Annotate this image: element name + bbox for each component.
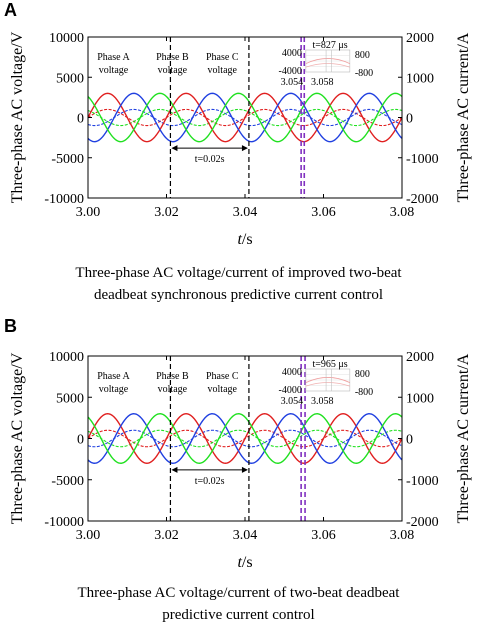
panel-b-y-left-tick-label-2: 0 (77, 433, 84, 448)
panel-b-inset-label-right-top: 800 (355, 369, 370, 380)
panel-a-caption-line-2: deadbeat synchronous predictive current … (93, 287, 384, 303)
panel-a-y-left-tick-label-2: 0 (77, 112, 84, 127)
panel-b-y-left-tick-label-1: 5000 (56, 391, 84, 406)
panel-a-y-right-tick-label-3: -1000 (406, 152, 439, 167)
panel-b-x-tick-label-1: 3.02 (154, 528, 179, 543)
panel-a-phase-label-1-line-1: Phase B (156, 52, 189, 63)
panel-b-y-right-axis-title: Three-phase AC current/A (455, 353, 472, 523)
panel-b-y-right-tick-label-3: -1000 (406, 474, 439, 489)
panel-b-period-label: t=0.02s (195, 476, 225, 487)
panel-a-phase-label-2-line-1: Phase C (206, 52, 239, 63)
panel-a-period-label: t=0.02s (195, 154, 225, 165)
panel-b-y-right-tick-label-4: -2000 (406, 515, 439, 530)
panel-a-inset-label-x-end: 3.058 (311, 77, 334, 88)
panel-b-phase-label-0-line-1: Phase A (97, 371, 130, 382)
panel-b-period-arrowhead-right (241, 466, 248, 473)
panel-b-period-label-bg (186, 472, 233, 487)
panel-a-inset-label-right-bottom: -800 (355, 68, 373, 79)
panel-a-x-tick-label-3: 3.06 (311, 205, 336, 220)
panel-b-series-0-voltage-line (88, 413, 402, 464)
panel-a-y-right-tick-label-1: 1000 (406, 71, 434, 86)
panel-b-y-right-tick-label-0: 2000 (406, 350, 434, 365)
panel-b-y-right-tick-label-1: 1000 (406, 391, 434, 406)
panel-a-zoom-inset (305, 49, 351, 73)
panel-b-x-tick-label-3: 3.06 (311, 528, 336, 543)
panel-b-phase-label-1-line-2: voltage (158, 384, 188, 395)
panel-b-inset-voltage-curve (305, 377, 351, 384)
panel-a-y-left-tick-label-1: 5000 (56, 71, 84, 86)
panel-b-zoom-inset (305, 368, 351, 392)
panel-a-phase-label-0-line-1: Phase A (97, 52, 130, 63)
panel-b-period-arrowhead-left (171, 466, 178, 473)
panel-a-dt-label: t=827 μs (312, 40, 347, 51)
panel-b-y-left-tick-label-3: -5000 (51, 474, 84, 489)
panel-b-x-tick-label-4: 3.08 (390, 528, 415, 543)
panel-a-inset-label-left-bottom: -4000 (278, 66, 301, 77)
panel-b-series-2-voltage-line (88, 413, 402, 464)
panel-a-phase-label-0-line-2: voltage (99, 65, 129, 76)
panel-a-inset-current-curve (305, 63, 350, 68)
panel-a-series-1-voltage-line (88, 92, 402, 143)
panel-a-inset-label-right-top: 800 (355, 50, 370, 61)
panel-b-inset-label-x-start: 3.054 (281, 396, 304, 407)
panel-a-x-tick-label-2: 3.04 (233, 205, 258, 220)
panel-b-phase-label-2-line-1: Phase C (206, 371, 239, 382)
panel-a-x-tick-label-0: 3.00 (76, 205, 101, 220)
panel-b-series-5-current-line (88, 429, 402, 448)
panel-a-y-right-tick-label-0: 2000 (406, 31, 434, 46)
panel-a-series-5-current-line (88, 108, 402, 127)
panel-b-x-tick-label-0: 3.00 (76, 528, 101, 543)
panel-b-y-left-axis-title: Three-phase AC voltage/V (9, 352, 26, 524)
panel-b-letter: B (4, 316, 17, 336)
panel-b-phase-label-0-line-2: voltage (99, 384, 129, 395)
panel-b-dt-label: t=965 μs (312, 359, 347, 370)
panel-b-phase-label-2-line-2: voltage (208, 384, 238, 395)
panel-a-y-left-axis-title: Three-phase AC voltage/V (9, 31, 26, 203)
panel-a-inset-label-left-top: 4000 (282, 48, 302, 59)
panel-a-series-0-voltage-line (88, 92, 402, 143)
panel-a-caption: Three-phase AC voltage/current of improv… (0, 262, 477, 306)
panel-b-x-axis-title: t/s (237, 554, 252, 571)
panel-b-inset-label-x-end: 3.058 (311, 396, 334, 407)
panel-a-inset-label-x-start: 3.054 (281, 77, 304, 88)
panel-b-inset-label-left-top: 4000 (282, 367, 302, 378)
panel-b-inset-label-left-bottom: -4000 (278, 385, 301, 396)
panel-a-x-tick-label-4: 3.08 (390, 205, 415, 220)
panel-b-y-left-tick-label-4: -10000 (44, 515, 84, 530)
panel-b-x-tick-label-2: 3.04 (233, 528, 258, 543)
panel-a-y-left-tick-label-3: -5000 (51, 152, 84, 167)
panel-a-phase-label-1-line-2: voltage (158, 65, 188, 76)
panel-a-period-label-bg (186, 151, 233, 166)
panel-a-caption-line-1: Three-phase AC voltage/current of improv… (75, 265, 402, 281)
panel-a-letter: A (4, 0, 17, 20)
panel-a-y-right-tick-label-4: -2000 (406, 192, 439, 207)
panel-a-period-arrowhead-left (171, 145, 178, 152)
panel-b-y-right-tick-label-2: 0 (406, 433, 413, 448)
panel-a-y-left-tick-label-4: -10000 (44, 192, 84, 207)
panel-a-y-left-tick-label-0: 10000 (49, 31, 84, 46)
panel-b-caption-line-2: predictive current control (162, 607, 315, 623)
panel-a-inset-voltage-curve (305, 58, 351, 65)
panel-a-series-2-voltage-line (88, 92, 402, 143)
panel-a-phase-label-2-line-2: voltage (208, 65, 238, 76)
panel-b-series-1-voltage-line (88, 413, 402, 464)
panel-b-inset-label-right-bottom: -800 (355, 387, 373, 398)
panel-b-inset-current-curve (305, 382, 350, 387)
panel-a-x-axis-title: t/s (237, 231, 252, 248)
panel-b-caption: Three-phase AC voltage/current of two-be… (0, 582, 477, 626)
panel-b-phase-label-1-line-1: Phase B (156, 371, 189, 382)
panel-a-y-right-axis-title: Three-phase AC current/A (455, 32, 472, 202)
panel-b-caption-line-1: Three-phase AC voltage/current of two-be… (77, 585, 400, 601)
panel-b-series-4-current-line (88, 429, 402, 448)
panel-a-x-tick-label-1: 3.02 (154, 205, 179, 220)
panel-a-period-arrowhead-right (241, 145, 248, 152)
panel-a-y-right-tick-label-2: 0 (406, 112, 413, 127)
panel-b-y-left-tick-label-0: 10000 (49, 350, 84, 365)
